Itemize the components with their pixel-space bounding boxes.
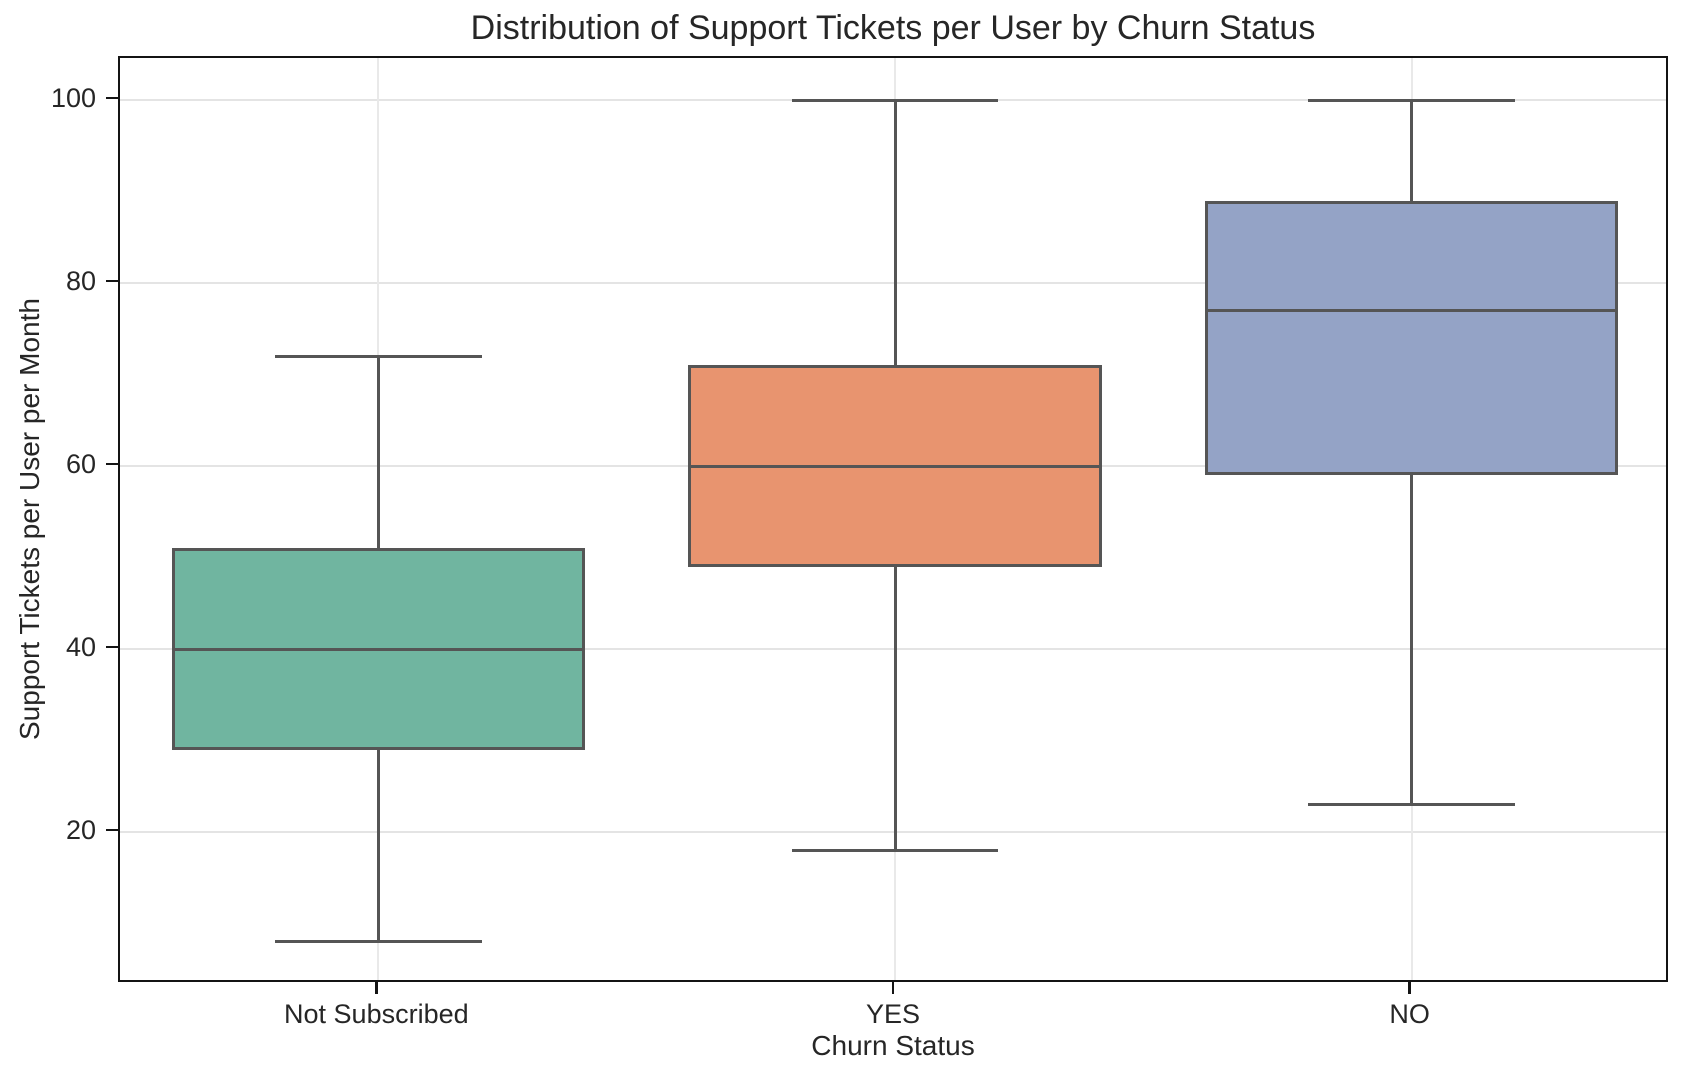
y-tick-label: 100 — [50, 83, 96, 114]
lower-whisker-cap — [1308, 803, 1515, 807]
upper-whisker — [893, 100, 897, 366]
upper-whisker-cap — [1308, 98, 1515, 102]
lower-whisker — [376, 749, 380, 942]
y-gridline — [120, 282, 1666, 285]
y-tick-mark — [106, 645, 118, 649]
x-axis-label: Churn Status — [811, 1030, 975, 1061]
x-tick-label: NO — [1389, 999, 1430, 1029]
box-no — [1205, 200, 1619, 476]
y-tick-mark — [106, 462, 118, 466]
plot-area — [118, 56, 1668, 982]
x-tick-label: Not Subscribed — [284, 999, 469, 1029]
median-line — [688, 464, 1102, 468]
x-tick-mark — [1408, 982, 1411, 994]
y-tick-label: 20 — [65, 815, 96, 846]
lower-whisker — [1410, 475, 1414, 805]
lower-whisker-cap — [275, 940, 482, 944]
y-tick-mark — [106, 279, 118, 283]
x-tick-mark — [891, 982, 895, 994]
x-tick-label: YES — [865, 999, 921, 1029]
y-tick-mark — [106, 96, 118, 100]
upper-whisker — [1410, 100, 1414, 201]
chart-title: Distribution of Support Tickets per User… — [470, 9, 1316, 47]
lower-whisker — [893, 566, 897, 851]
y-tick-mark — [106, 828, 118, 832]
y-tick-label: 40 — [65, 632, 96, 663]
median-line — [171, 647, 585, 651]
lower-whisker-cap — [791, 848, 999, 852]
median-line — [1205, 309, 1619, 313]
y-tick-label: 60 — [65, 449, 96, 480]
upper-whisker-cap — [791, 98, 999, 102]
upper-whisker — [376, 356, 380, 549]
upper-whisker-cap — [275, 354, 482, 358]
y-gridline — [120, 648, 1666, 651]
y-gridline — [120, 831, 1666, 834]
x-tick-mark — [375, 982, 378, 994]
y-axis-label: Support Tickets per User per Month — [14, 298, 45, 740]
y-tick-label: 80 — [65, 266, 96, 297]
